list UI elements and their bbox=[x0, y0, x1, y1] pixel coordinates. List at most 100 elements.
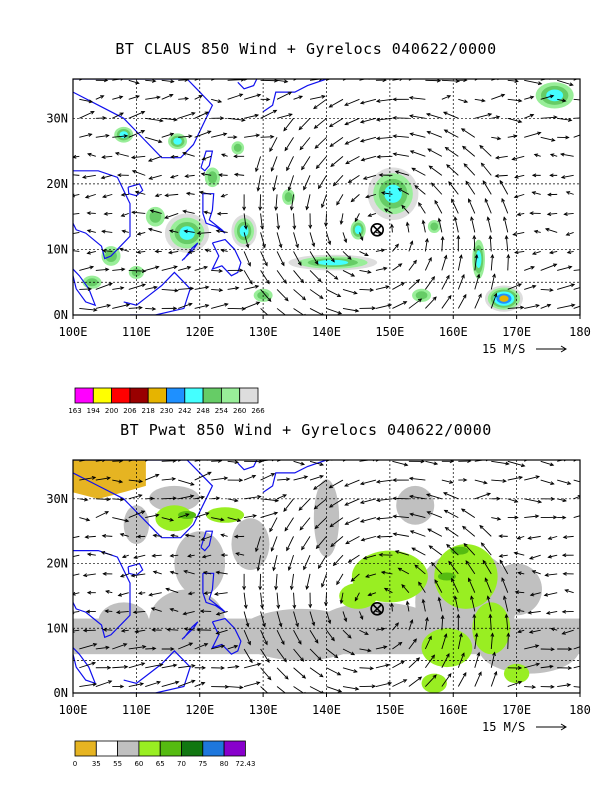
wind-vector bbox=[524, 96, 534, 100]
wind-vector-head bbox=[350, 79, 351, 80]
wind-vector bbox=[309, 308, 324, 315]
wind-vector bbox=[474, 98, 485, 102]
wind-vector bbox=[283, 498, 294, 512]
wind-vector-head bbox=[345, 540, 350, 545]
wind-vector-head bbox=[184, 174, 189, 179]
wind-vector-head bbox=[92, 682, 98, 687]
wind-vector bbox=[235, 552, 245, 556]
wind-vector-head bbox=[447, 672, 452, 678]
wind-vector bbox=[443, 111, 459, 119]
wind-vector-head bbox=[286, 546, 290, 552]
wind-vector bbox=[119, 248, 129, 252]
wind-vector-head bbox=[567, 666, 573, 670]
wind-vector-head bbox=[235, 286, 240, 291]
wind-vector-head bbox=[350, 273, 356, 277]
wind-vector bbox=[288, 555, 294, 571]
wind-vector bbox=[514, 174, 525, 178]
wind-vector-head bbox=[436, 79, 442, 83]
wind-vector bbox=[243, 611, 249, 627]
wind-vector-head bbox=[68, 574, 71, 577]
wind-vector bbox=[365, 573, 377, 578]
wind-vector bbox=[79, 683, 97, 687]
wind-vector bbox=[202, 554, 212, 558]
wind-vector-head bbox=[496, 516, 502, 521]
wind-vector-head bbox=[486, 595, 491, 600]
wind-vector-head bbox=[292, 604, 297, 610]
wind-vector-head bbox=[120, 628, 126, 633]
wind-vector-head bbox=[276, 604, 281, 610]
wind-vector-head bbox=[534, 644, 540, 649]
wind-vector bbox=[202, 155, 212, 160]
wind-vector bbox=[118, 592, 129, 596]
wind-vector-head bbox=[488, 613, 493, 619]
wind-vector-head bbox=[380, 191, 386, 195]
wind-vector bbox=[424, 617, 428, 631]
wind-vector bbox=[473, 235, 476, 252]
wind-vector bbox=[462, 146, 476, 157]
wind-vector-head bbox=[119, 112, 124, 117]
wind-vector-head bbox=[359, 519, 365, 523]
wind-vector-head bbox=[242, 586, 247, 591]
wind-vector bbox=[73, 231, 80, 235]
wind-vector bbox=[275, 194, 278, 210]
wind-vector bbox=[342, 648, 355, 656]
wind-vector-head bbox=[123, 134, 129, 139]
wind-vector-head bbox=[165, 587, 170, 592]
wind-vector bbox=[534, 153, 541, 157]
wind-vector bbox=[244, 114, 259, 119]
wind-vector bbox=[243, 301, 260, 309]
wind-vector-head bbox=[286, 166, 290, 172]
wind-vector bbox=[161, 117, 177, 121]
coastline bbox=[123, 271, 191, 315]
wind-vector bbox=[85, 535, 96, 538]
wind-vector-head bbox=[461, 145, 467, 150]
wind-vector-head bbox=[315, 164, 320, 170]
wind-vector bbox=[517, 212, 525, 216]
wind-vector-head bbox=[256, 187, 261, 192]
wind-vector bbox=[359, 648, 371, 652]
wind-vector-head bbox=[587, 99, 590, 102]
wind-vector-head bbox=[547, 536, 553, 540]
colorbar-swatch bbox=[181, 740, 204, 757]
wind-vector-head bbox=[387, 681, 393, 686]
wind-vector-head bbox=[534, 514, 540, 519]
wind-vector bbox=[329, 498, 344, 508]
wind-vector-head bbox=[303, 186, 307, 191]
wind-vector-head bbox=[233, 644, 239, 649]
wind-vector bbox=[135, 629, 146, 633]
wind-vector bbox=[408, 298, 422, 309]
wind-vector bbox=[216, 629, 228, 635]
wind-vector bbox=[234, 173, 245, 176]
wind-vector bbox=[336, 573, 344, 585]
wind-vector bbox=[161, 79, 174, 83]
wind-vector bbox=[354, 213, 360, 222]
wind-vector-head bbox=[101, 155, 106, 159]
wind-vector-head bbox=[137, 591, 143, 596]
cloud-region bbox=[173, 137, 182, 145]
wind-vector-head bbox=[581, 514, 584, 517]
wind-vector bbox=[474, 274, 480, 290]
wind-vector-head bbox=[561, 631, 566, 635]
wind-vector-head bbox=[397, 567, 402, 572]
wind-vector-head bbox=[264, 640, 268, 646]
wind-vector-head bbox=[213, 592, 219, 596]
wind-vector bbox=[219, 174, 228, 176]
wind-vector bbox=[79, 133, 92, 138]
wind-vector bbox=[499, 560, 509, 575]
cloud-region bbox=[499, 295, 509, 302]
wind-vector bbox=[441, 95, 451, 100]
wind-vector bbox=[309, 460, 324, 466]
wind-vector-head bbox=[135, 95, 141, 99]
map-field-1 bbox=[73, 79, 590, 315]
wind-vector-head bbox=[371, 306, 377, 311]
wind-vector bbox=[375, 304, 392, 309]
wind-vector bbox=[150, 210, 162, 214]
wind-vector-head bbox=[218, 173, 223, 177]
wind-vector-head bbox=[513, 134, 518, 139]
wind-vector bbox=[368, 592, 377, 596]
wind-vector-head bbox=[529, 211, 534, 216]
wind-vector bbox=[560, 153, 574, 157]
wind-vector-head bbox=[311, 242, 316, 248]
colorbar-swatch bbox=[202, 740, 225, 757]
wind-vector bbox=[102, 230, 113, 233]
